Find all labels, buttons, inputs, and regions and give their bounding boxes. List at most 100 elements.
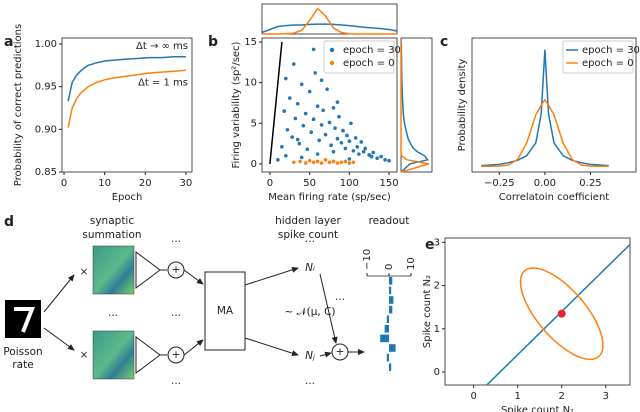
mean-point: [557, 309, 566, 318]
symbol: +: [172, 349, 181, 361]
scatter-point: [375, 156, 379, 160]
ellipsis: ···: [171, 310, 181, 322]
x-axis-label: Correlatoin coefficient: [499, 192, 610, 203]
legend-label: epoch = 30: [582, 45, 640, 56]
scatter-point: [347, 161, 352, 165]
line: [481, 98, 609, 167]
scatter-point: [303, 111, 308, 116]
scatter-point: [387, 158, 391, 163]
scatter-point: [343, 159, 348, 164]
axes-frame: [471, 37, 637, 173]
scatter-point: [297, 141, 302, 146]
bar: [389, 344, 396, 352]
scatter-point: [327, 160, 332, 165]
scatter-point: [347, 157, 352, 161]
panel-label: b: [208, 34, 218, 50]
x-tick-label: −0.25: [484, 178, 515, 189]
scatter-point: [305, 147, 310, 152]
symbol: ×: [80, 266, 89, 278]
arrow: [183, 339, 204, 356]
x-tick-label: 100: [340, 178, 359, 189]
arrow: [43, 274, 75, 313]
scatter-point: [315, 104, 320, 109]
scatter-point: [321, 108, 325, 113]
scatter-point: [315, 159, 320, 164]
scatter-point: [284, 153, 288, 158]
y-axis-label: Probability of correct predictions: [13, 24, 24, 186]
scatter-point: [335, 100, 340, 104]
y-axis-label: Spike count N₂: [422, 275, 433, 348]
ellipsis: ···: [171, 378, 181, 390]
covariance-ellipse: [519, 267, 604, 361]
digit-stroke: [14, 307, 35, 333]
arrow: [244, 266, 299, 286]
x-tick-label: 50: [303, 178, 316, 189]
neuron: [135, 251, 161, 289]
node-label: Nⱼ: [305, 350, 315, 362]
scatter-point: [341, 128, 345, 133]
scatter-point: [309, 130, 314, 135]
scatter-point: [351, 160, 356, 165]
ellipsis: ···: [171, 236, 181, 248]
x-axis-label: Mean firing rate (sp/sec): [268, 192, 391, 203]
scatter-point: [284, 76, 288, 81]
header: readout: [369, 215, 410, 227]
x-tick-label: 150: [380, 178, 399, 189]
ellipsis: ···: [305, 236, 315, 248]
y-tick-label: 0: [251, 159, 257, 170]
axes-frame: [444, 237, 631, 386]
header: summation: [82, 229, 141, 241]
scatter-point: [311, 47, 316, 52]
distribution: ~ 𝒩(μ, C): [284, 306, 335, 318]
panel-label: c: [440, 34, 448, 50]
legend-label: epoch = 30: [343, 45, 401, 56]
ma-box: [204, 271, 246, 351]
scatter-point: [295, 137, 300, 142]
panel-label: d: [4, 214, 14, 230]
scatter-point: [291, 62, 296, 66]
scatter-point: [363, 146, 368, 151]
ellipsis: ···: [108, 310, 118, 322]
x-tick-label: 20: [139, 178, 152, 189]
scatter-point: [319, 123, 324, 127]
scatter-point: [298, 159, 302, 164]
scatter-point: [303, 161, 308, 165]
neuron: [135, 336, 161, 374]
scatter-point: [371, 150, 375, 155]
legend-label: epoch = 0: [582, 58, 634, 69]
x-tick-label: 30: [180, 178, 193, 189]
line: [262, 7, 397, 35]
scatter-point: [369, 154, 374, 159]
x-tick-label: −10: [362, 249, 373, 270]
scatter-point: [329, 143, 333, 147]
axes-frame: [261, 3, 398, 35]
scatter-point: [351, 149, 356, 153]
y-axis-label: Probability density: [457, 59, 468, 152]
scatter-point: [335, 161, 340, 165]
scatter-point: [315, 152, 320, 156]
scatter-point: [282, 109, 287, 113]
scatter-point: [280, 145, 284, 149]
symbol: ×: [80, 349, 89, 361]
ellipsis: ···: [305, 378, 315, 390]
scatter-point: [313, 71, 318, 75]
x-tick-label: 0.00: [534, 178, 556, 189]
arrow: [183, 269, 204, 285]
scatter-point: [291, 160, 296, 165]
scatter-point: [337, 114, 341, 119]
scatter-point: [299, 155, 304, 160]
scatter-point: [307, 158, 312, 163]
scatter-point: [325, 87, 329, 91]
scatter-point: [349, 121, 353, 126]
panel-label: a: [4, 34, 13, 50]
scatter-point: [307, 89, 312, 94]
scatter-point: [276, 158, 280, 162]
scatter-point: [333, 126, 337, 130]
scatter-point: [293, 116, 298, 121]
header: spike count: [278, 229, 338, 241]
scatter-point: [383, 158, 387, 162]
x-tick-label: 0: [470, 391, 476, 402]
scatter-point: [355, 145, 360, 149]
arrow: [319, 273, 338, 344]
x-axis-label: Epoch: [112, 192, 143, 203]
